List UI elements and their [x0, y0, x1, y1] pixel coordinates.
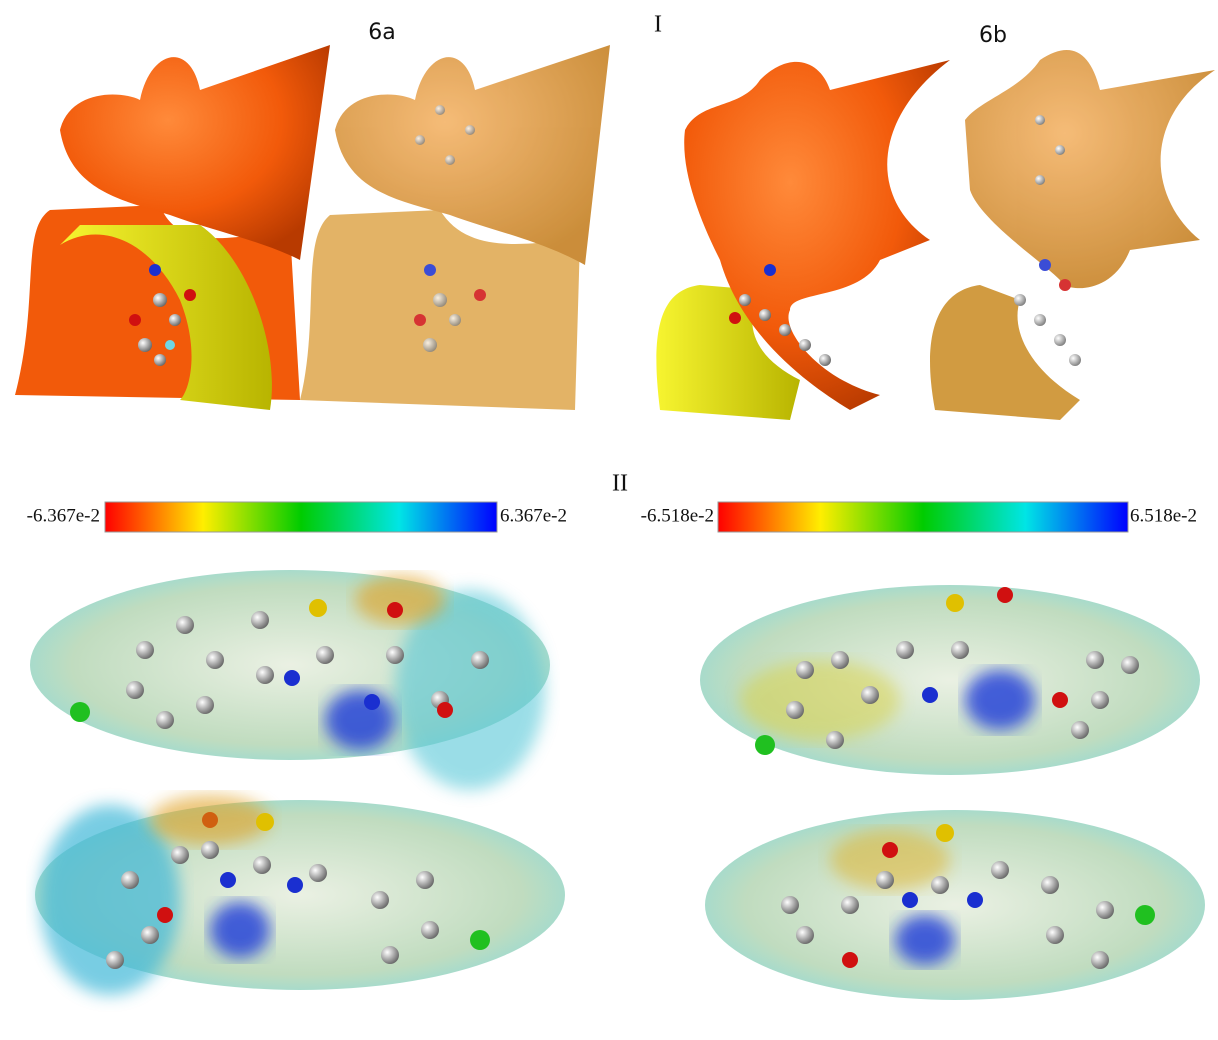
orbital-surface — [300, 45, 610, 410]
part-label: II — [612, 471, 628, 497]
orbital-surface — [930, 50, 1215, 420]
mep-surface — [700, 585, 1205, 1000]
colorbar — [105, 502, 497, 532]
orbital-surface — [656, 60, 950, 420]
colorbar — [718, 502, 1128, 532]
orbital-surface — [15, 45, 330, 410]
colorbar-min: -6.367e-2 — [27, 505, 100, 526]
colorbar-max: 6.518e-2 — [1130, 505, 1197, 526]
colorbar-max: 6.367e-2 — [500, 505, 567, 526]
panel-title: 6a — [368, 20, 395, 45]
panel-title: 6b — [979, 23, 1007, 48]
figure: 6a I 6b II -6.367e-2 6.367e-2 -6.518e-2 … — [0, 0, 1218, 1040]
mep-surface — [30, 570, 565, 995]
part-label: I — [654, 12, 662, 38]
colorbar-min: -6.518e-2 — [641, 505, 714, 526]
